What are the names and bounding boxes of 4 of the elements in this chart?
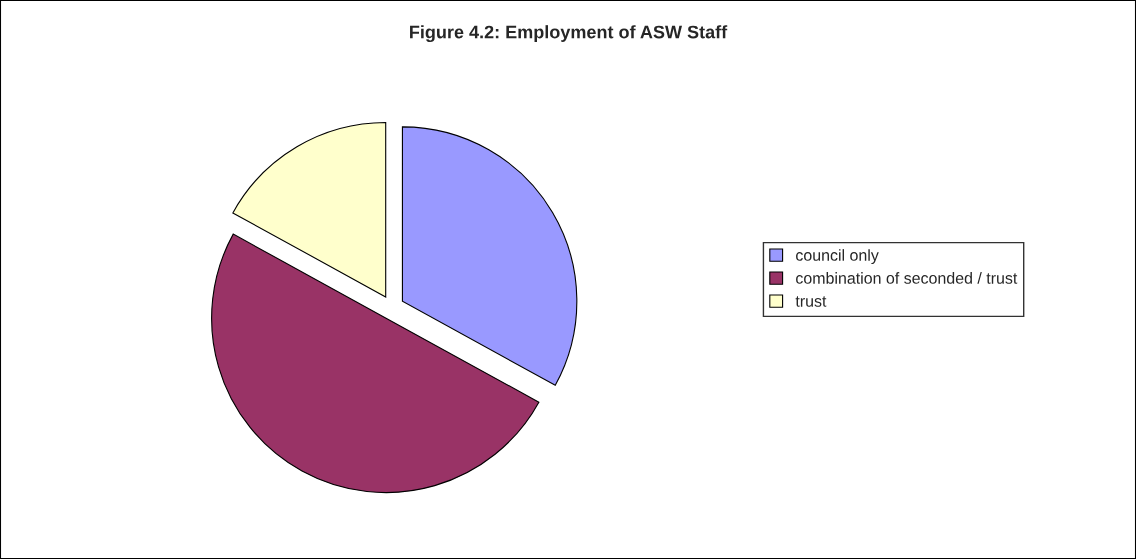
chart-title: Figure 4.2: Employment of ASW Staff [410,25,728,43]
legend-label: trust [795,296,827,307]
legend-label: combination of seconded / trust [796,272,1018,284]
legend-label: council only [796,249,879,265]
